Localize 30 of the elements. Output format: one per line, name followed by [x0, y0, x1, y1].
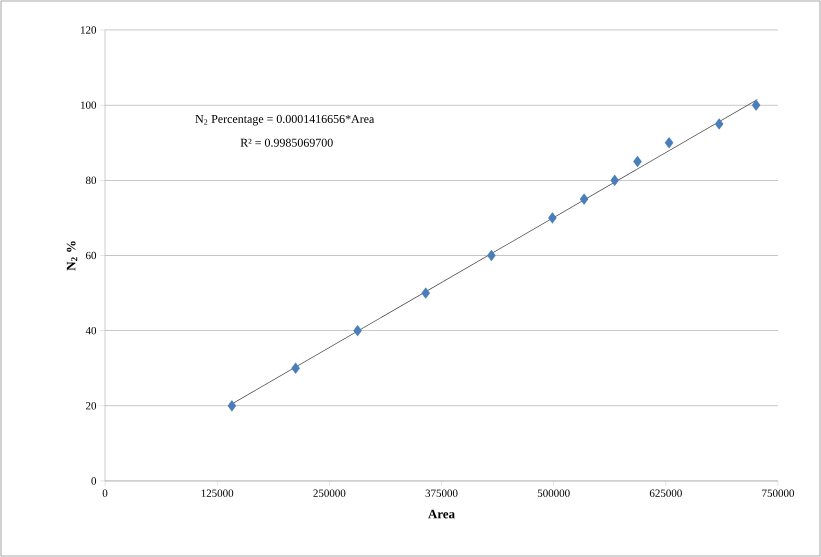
- x-tick-label: 250000: [313, 490, 346, 497]
- point: [664, 137, 674, 148]
- y-tick-label: 20: [86, 402, 96, 410]
- y-axis-title: N$_{2}$ %: [66, 241, 78, 271]
- x-axis-title: Area: [428, 510, 455, 518]
- x-tick-label: 500000: [538, 490, 570, 497]
- x-tick-label: 625000: [650, 490, 682, 497]
- y-tick-label: 120: [81, 26, 96, 34]
- point: [291, 362, 300, 374]
- y-tick-label: 40: [86, 326, 96, 334]
- x-tick-label: 375000: [426, 490, 458, 497]
- x-tick-label: 750000: [762, 490, 794, 497]
- point: [548, 212, 557, 224]
- point: [633, 156, 642, 168]
- point: [487, 250, 496, 262]
- annotation: N$_{2}$ Percentage = 0.0001416656*Area: [195, 114, 374, 126]
- y-tick-label: 60: [86, 252, 96, 260]
- annotation: R² = 0.9985069700: [240, 138, 333, 147]
- point: [610, 174, 620, 186]
- x-tick-label: 0: [102, 490, 108, 497]
- point: [714, 118, 724, 130]
- point: [353, 324, 362, 336]
- point: [228, 400, 236, 412]
- y-tick-label: 80: [86, 176, 96, 184]
- point: [421, 287, 430, 299]
- point: [752, 99, 760, 111]
- y-tick-label: 100: [81, 101, 96, 109]
- point: [580, 193, 588, 205]
- x-tick-label: 125000: [202, 490, 234, 497]
- y-tick-label: 0: [91, 477, 96, 485]
